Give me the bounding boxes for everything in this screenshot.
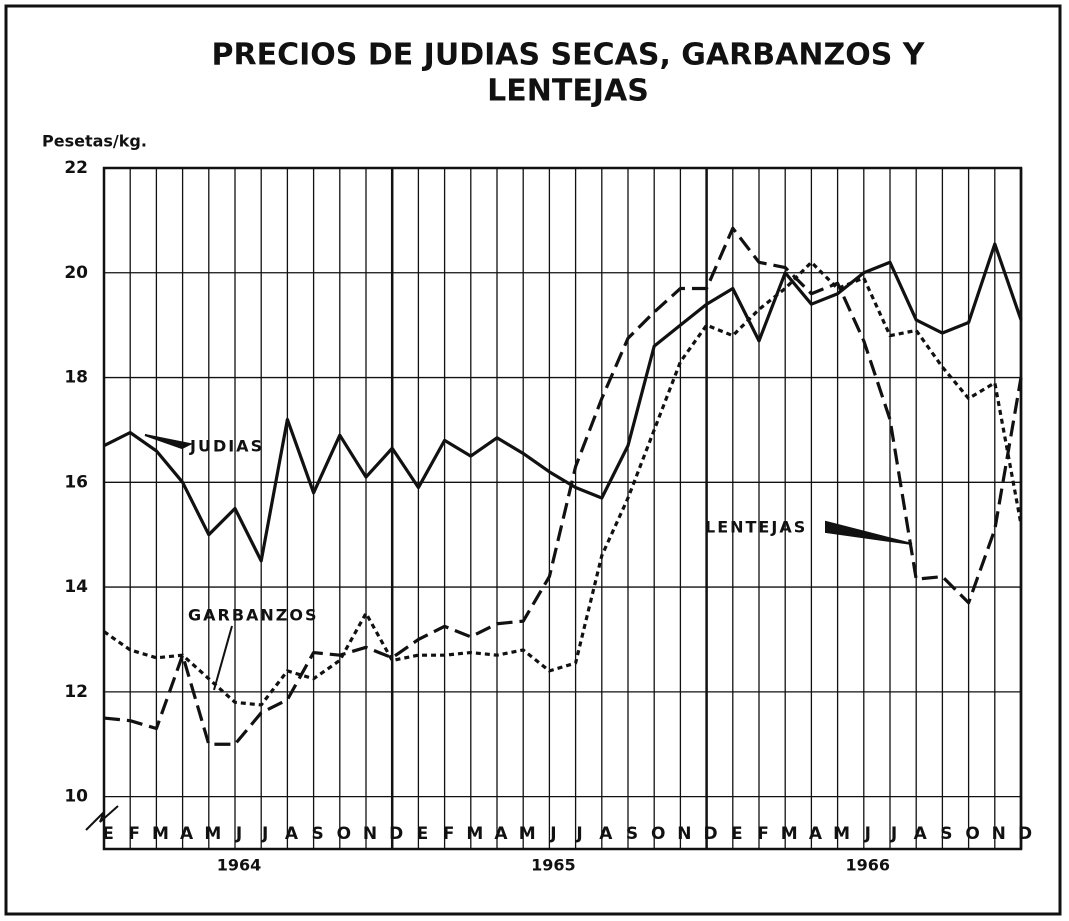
y-axis-label: Pesetas/kg. (42, 132, 147, 151)
series-line (103, 226, 1023, 746)
y-tick-label: 18 (64, 368, 88, 388)
x-tick-label: S (626, 824, 638, 844)
frame (4, 4, 1062, 916)
x-tick-label: M (204, 824, 221, 844)
x-tick-label: A (180, 824, 194, 844)
x-tick-label: E (102, 824, 114, 844)
x-tick-label: O (965, 824, 979, 844)
x-tick-label: J (235, 824, 242, 844)
y-tick-label: 10 (64, 787, 88, 807)
chart-title: LENTEJAS (487, 74, 649, 109)
series-line (103, 260, 1023, 707)
chart-title: PRECIOS DE JUDIAS SECAS, GARBANZOS Y (212, 38, 926, 73)
plot-frame (102, 166, 1023, 851)
x-tick-label: E (731, 824, 743, 844)
x-tick-label: O (651, 824, 665, 844)
x-tick-label: J (549, 824, 556, 844)
series-label: GARBANZOS (188, 606, 319, 625)
x-tick-label: O (337, 824, 351, 844)
x-tick-label: M (466, 824, 483, 844)
y-tick-label: 20 (64, 263, 88, 283)
x-tick-label: J (864, 824, 871, 844)
x-tick-label: N (992, 824, 1006, 844)
x-tick-label: F (128, 824, 140, 844)
x-tick-label: J (261, 824, 268, 844)
year-label: 1966 (846, 856, 891, 875)
x-tick-label: M (833, 824, 850, 844)
axis-break (85, 805, 119, 831)
x-tick-label: F (757, 824, 769, 844)
year-label: 1964 (217, 856, 262, 875)
x-tick-label: A (809, 824, 823, 844)
x-tick-label: J (575, 824, 582, 844)
x-tick-label: A (599, 824, 613, 844)
x-tick-label: N (363, 824, 377, 844)
x-tick-label: D (389, 824, 403, 844)
x-tick-label: A (914, 824, 928, 844)
label-arrow (144, 434, 194, 450)
y-tick-label: 22 (64, 158, 88, 178)
x-tick-label: M (152, 824, 169, 844)
x-tick-label: S (940, 824, 952, 844)
label-arrow (825, 520, 913, 545)
x-tick-label: F (443, 824, 455, 844)
y-tick-label: 12 (64, 682, 88, 702)
x-tick-label: E (417, 824, 429, 844)
series-line (103, 242, 1023, 563)
x-tick-label: J (890, 824, 897, 844)
x-tick-label: S (311, 824, 323, 844)
x-tick-label: M (519, 824, 536, 844)
x-tick-label: M (781, 824, 798, 844)
x-tick-label: N (677, 824, 691, 844)
x-tick-label: D (704, 824, 718, 844)
x-tick-label: A (494, 824, 508, 844)
x-tick-label: A (285, 824, 299, 844)
series-label: JUDIAS (189, 437, 264, 456)
year-label: 1965 (531, 856, 576, 875)
y-tick-label: 14 (64, 577, 88, 597)
y-tick-label: 16 (64, 472, 88, 492)
series-label: LENTEJAS (705, 518, 807, 537)
label-arrow (213, 625, 233, 691)
